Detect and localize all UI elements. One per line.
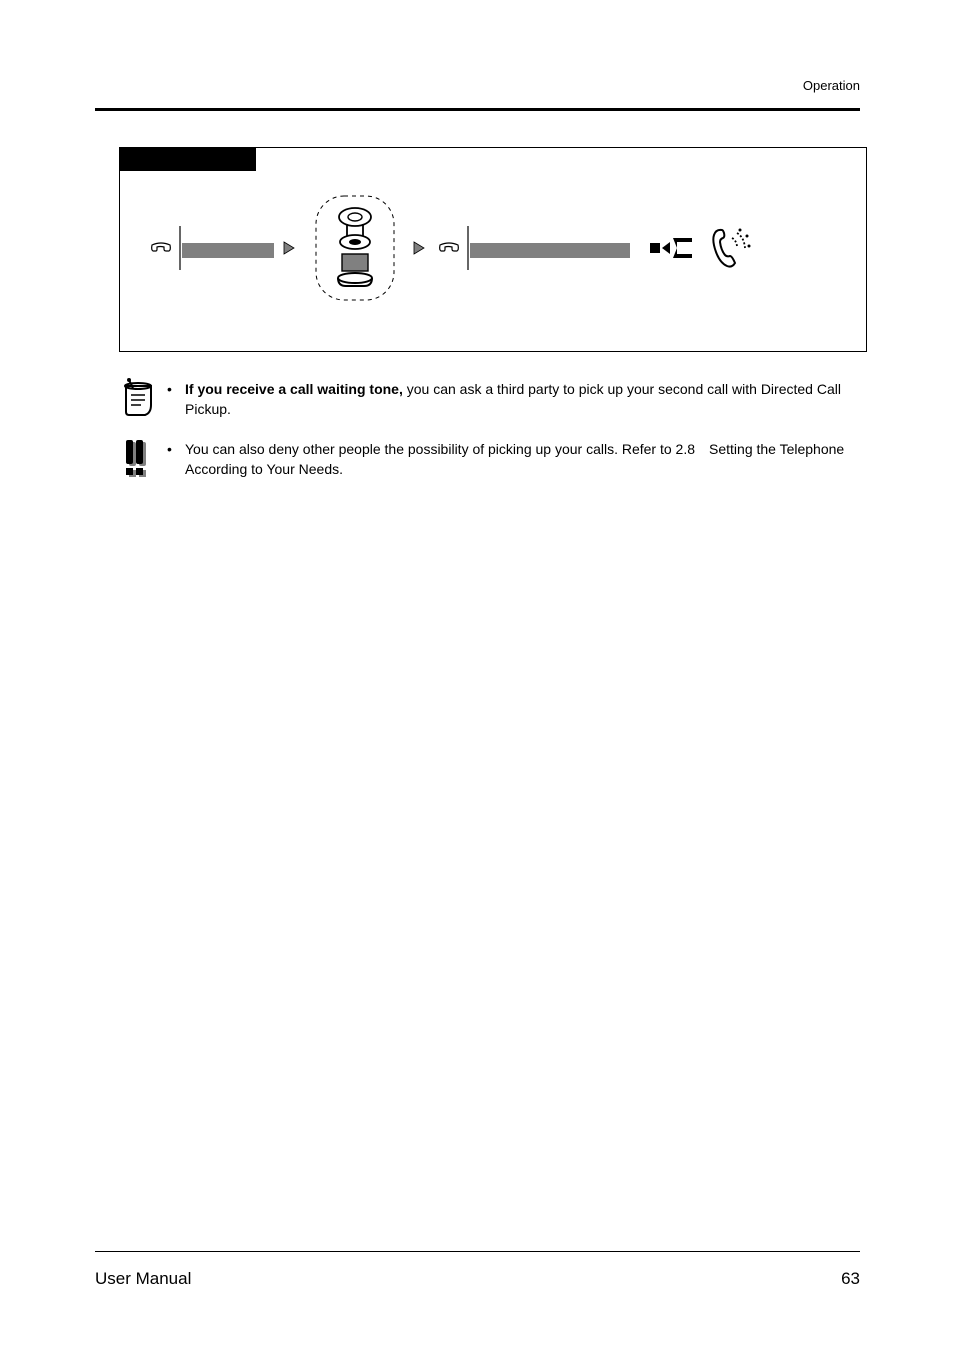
footer-rule [95, 1251, 860, 1252]
note-block: •If you receive a call waiting tone, you… [119, 378, 865, 423]
note-text: You can also deny other people the possi… [185, 440, 863, 479]
arrow-right-icon [282, 238, 298, 263]
ctone-icon [648, 233, 696, 268]
header-section-label: Operation [95, 78, 860, 93]
diagram-flow [148, 190, 848, 310]
diagram-title-tab [119, 147, 256, 171]
note-block: •You can also deny other people the poss… [119, 438, 865, 487]
handset-icon [436, 239, 462, 262]
bullet-icon: • [167, 380, 185, 400]
handset-icon [148, 239, 174, 262]
arrow-right-icon [412, 238, 428, 263]
page-number: 63 [841, 1269, 860, 1289]
desk-phone-optional-icon [312, 192, 398, 309]
note-text: If you receive a call waiting tone, you … [185, 380, 863, 419]
diagram-box [119, 147, 867, 352]
bullet-icon: • [167, 440, 185, 460]
talk-icon [710, 226, 752, 275]
gray-action-bar [470, 243, 630, 258]
gray-action-bar [182, 243, 274, 258]
important-icon [119, 469, 157, 486]
header-rule [95, 108, 860, 111]
footer-title: User Manual [95, 1269, 191, 1289]
notepad-icon [119, 405, 157, 422]
